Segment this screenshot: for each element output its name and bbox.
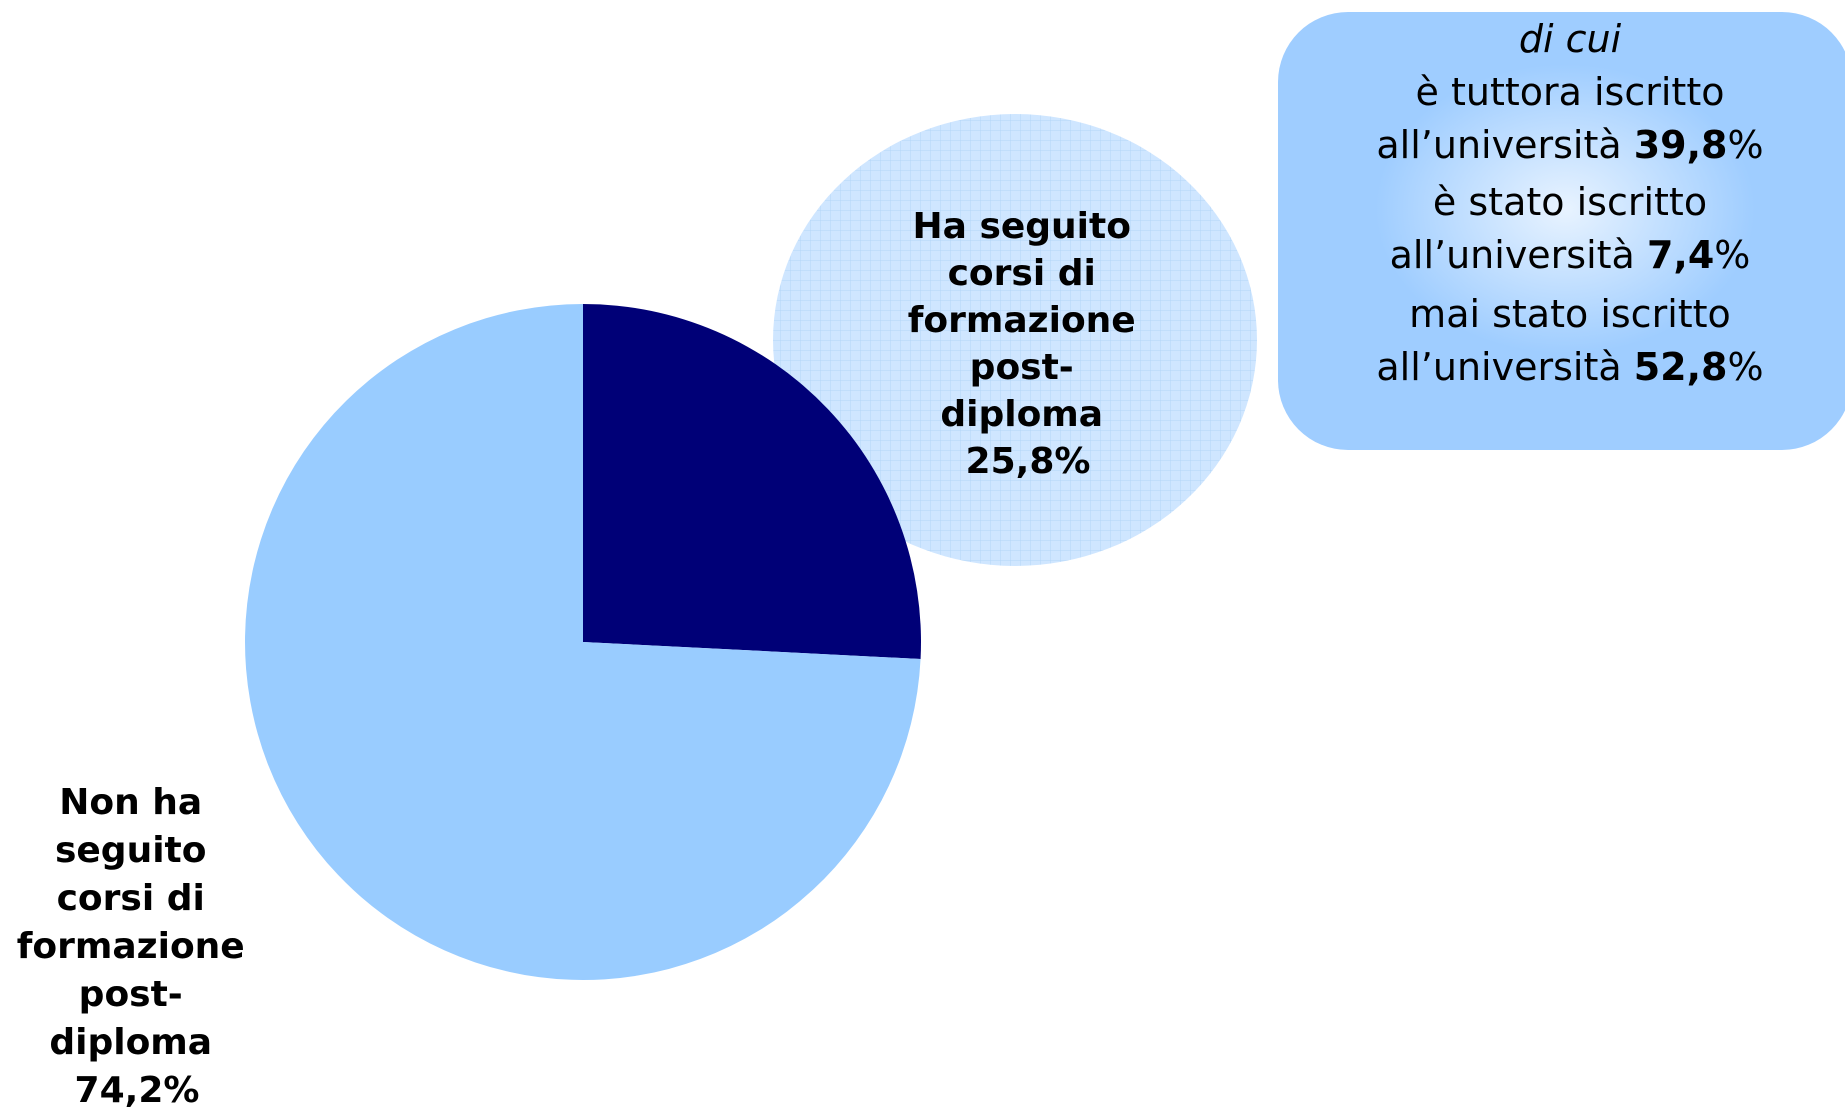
callout-suffix: % <box>1714 233 1750 277</box>
pie-slice-post-diploma <box>583 304 921 659</box>
slice-label-post-diploma: Ha seguito corsi di formazione post- dip… <box>908 206 1149 482</box>
callout-background <box>1278 12 1845 450</box>
callout-suffix: % <box>1727 345 1763 389</box>
pie-slice-no-post-diploma <box>245 304 921 980</box>
slice-label-line: post- <box>970 347 1074 388</box>
slice-label-no-post-diploma: Non ha seguito corsi di formazione post-… <box>17 782 258 1109</box>
callout-item-line1: è tuttora iscritto <box>1416 70 1725 114</box>
slice-label-line: diploma <box>49 1022 212 1063</box>
callout-item-line1: mai stato iscritto <box>1409 292 1731 336</box>
callout-item-line2: all’università 7,4% <box>1390 233 1751 277</box>
callout-value: 52,8 <box>1634 345 1728 389</box>
callout-item-line2: all’università 52,8% <box>1376 345 1763 389</box>
slice-label-line: corsi di <box>57 878 205 919</box>
slice-label-line: diploma <box>940 394 1103 435</box>
slice-label-line: formazione <box>17 926 245 967</box>
callout-item-line2: all’università 39,8% <box>1376 123 1763 167</box>
slice-label-line: Non ha <box>59 782 202 823</box>
slice-label-line: 25,8% <box>966 441 1091 482</box>
slice-label-line: Ha seguito <box>912 206 1130 247</box>
slice-label-line: post- <box>79 974 183 1015</box>
highlight-bubble <box>773 114 1257 566</box>
callout-prefix: all’università <box>1376 123 1633 167</box>
pie <box>245 304 921 980</box>
callout-suffix: % <box>1727 123 1763 167</box>
slice-label-line: 74,2% <box>75 1070 200 1109</box>
callout-value: 7,4 <box>1647 233 1714 277</box>
callout-prefix: all’università <box>1390 233 1647 277</box>
callout-item-line1: è stato iscritto <box>1433 180 1707 224</box>
slice-label-line: formazione <box>908 300 1136 341</box>
slice-label-line: seguito <box>55 830 207 871</box>
callout-value: 39,8 <box>1634 123 1728 167</box>
callout-prefix: all’università <box>1376 345 1633 389</box>
slice-label-line: corsi di <box>948 253 1096 294</box>
callout-title: di cui <box>1519 17 1622 61</box>
callout-box: di cui è tuttora iscritto all’università… <box>1278 12 1845 450</box>
